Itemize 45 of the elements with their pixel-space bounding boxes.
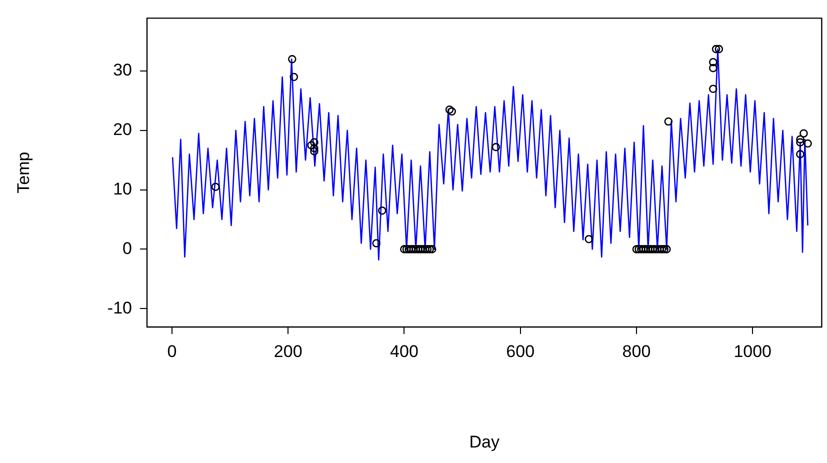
point [310, 144, 318, 152]
point [290, 72, 298, 82]
point [584, 234, 594, 244]
y-tick-label: 30 [113, 60, 132, 80]
y-axis-title: Temp [14, 152, 33, 194]
x-tick-label: 600 [506, 342, 535, 361]
point [372, 239, 380, 248]
point [400, 245, 408, 254]
point [796, 150, 804, 158]
point [800, 129, 808, 138]
point [634, 245, 643, 254]
x-tick-label: 0 [167, 342, 177, 361]
point [708, 58, 718, 66]
point [402, 245, 411, 254]
point [796, 138, 804, 146]
x-tick-label: 1000 [734, 342, 772, 361]
point [307, 141, 316, 150]
point [445, 106, 454, 114]
x-tick-label: 200 [274, 342, 302, 361]
y-tick-label: 10 [113, 180, 132, 199]
point [796, 135, 804, 144]
point [211, 182, 220, 192]
point [712, 44, 720, 54]
point [288, 55, 296, 64]
point [448, 107, 456, 116]
point [804, 139, 812, 148]
y-tick-label: -10 [107, 298, 132, 318]
point [310, 147, 318, 156]
point [714, 44, 724, 54]
point [426, 245, 434, 254]
x-tick-label: 400 [390, 342, 418, 361]
point [632, 245, 641, 254]
point [310, 138, 318, 146]
x-tick-label: 800 [622, 342, 651, 361]
x-axis-title: Day [469, 432, 500, 452]
point [662, 245, 671, 254]
point [428, 245, 436, 254]
point [492, 142, 500, 152]
point [708, 64, 718, 72]
point [378, 206, 386, 215]
point [708, 84, 718, 94]
y-tick-label: 20 [113, 120, 132, 140]
y-tick-label: 0 [122, 238, 132, 258]
point [660, 245, 668, 254]
point [664, 117, 673, 126]
